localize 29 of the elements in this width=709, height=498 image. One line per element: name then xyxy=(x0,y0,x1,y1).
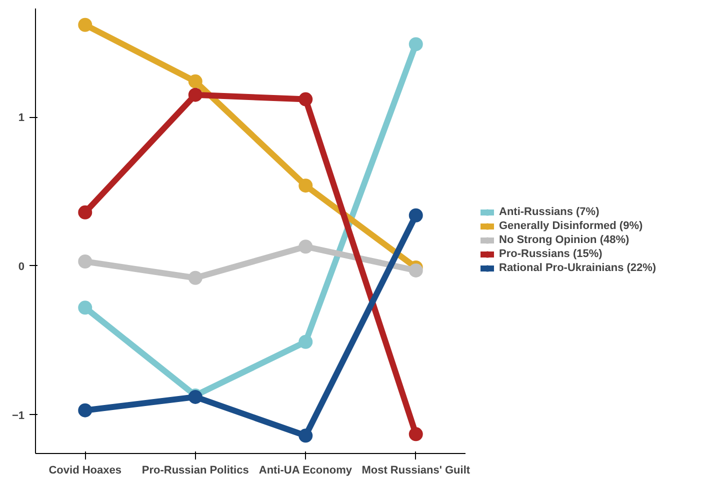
point xyxy=(408,208,423,222)
y-tick-label: 0 xyxy=(18,260,25,273)
y-tick-label: 1 xyxy=(18,112,25,124)
point xyxy=(78,205,92,220)
point xyxy=(78,254,92,268)
x-tick-label: Anti-UA Economy xyxy=(258,464,353,476)
point xyxy=(298,178,313,193)
legend-label: Rational Pro-Ukrainians (22%) xyxy=(499,262,656,274)
y-tick-label: −1 xyxy=(12,410,25,422)
point xyxy=(298,92,313,106)
legend-label: No Strong Opinion (48%) xyxy=(499,234,630,246)
legend-label: Generally Disinformed (9%) xyxy=(499,220,643,232)
point xyxy=(188,88,202,102)
x-tick-label: Most Russians' Guilt xyxy=(362,464,470,476)
legend-label: Pro-Russians (15%) xyxy=(499,248,602,260)
point xyxy=(408,427,423,442)
point xyxy=(78,300,92,315)
point xyxy=(188,74,202,88)
x-tick-label: Covid Hoaxes xyxy=(48,464,122,476)
point xyxy=(298,240,313,254)
point xyxy=(298,428,313,443)
point xyxy=(298,334,313,349)
point xyxy=(188,270,202,285)
legend-label: Anti-Russians (7%) xyxy=(499,206,600,218)
point xyxy=(78,18,92,32)
point xyxy=(408,37,423,52)
point xyxy=(78,403,92,418)
point xyxy=(408,263,423,278)
x-tick-label: Pro-Russian Politics xyxy=(142,464,249,476)
